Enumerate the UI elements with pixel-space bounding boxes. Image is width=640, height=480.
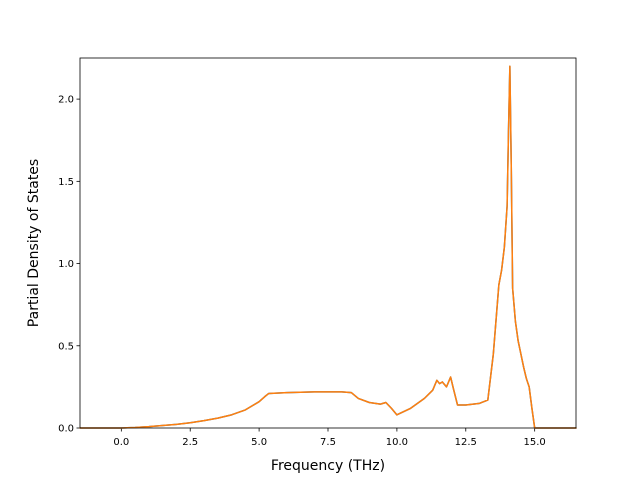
x-tick-label: 15.0 [524,437,546,448]
y-axis-label: Partial Density of States [26,159,42,327]
y-tick-label: 0.5 [58,341,74,352]
x-tick-label: 0.0 [113,437,129,448]
x-axis-label: Frequency (THz) [271,458,385,474]
series-line-2 [79,65,577,429]
series-layer [79,65,577,429]
plot-frame [79,57,577,429]
x-tick-label: 5.0 [251,437,267,448]
y-tick-label: 1.5 [58,177,74,188]
x-tick-label: 7.5 [320,437,336,448]
y-tick-label: 0.0 [58,424,74,435]
x-tick-label: 10.0 [386,437,408,448]
y-tick-label: 1.0 [58,259,74,270]
x-tick-label: 12.5 [455,437,477,448]
y-axis-ticks: 0.0 0.5 1.0 1.5 2.0 [58,95,80,435]
x-axis-ticks: 0.0 2.5 5.0 7.5 10.0 12.5 15.0 [113,428,546,448]
y-tick-label: 2.0 [58,95,74,106]
x-tick-label: 2.5 [182,437,198,448]
